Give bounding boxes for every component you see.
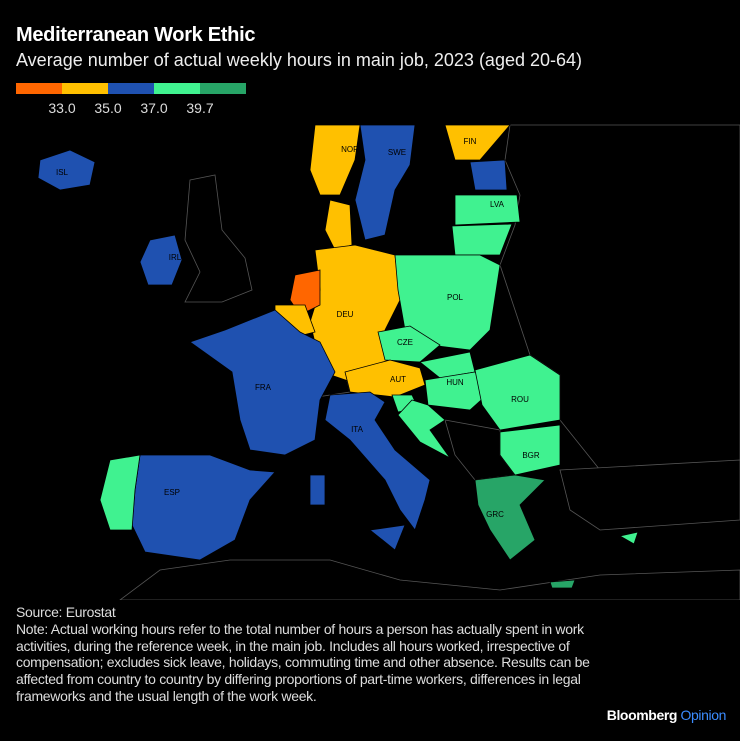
country-irl — [139, 234, 183, 286]
legend-tick: 35.0 — [94, 100, 122, 116]
color-legend — [16, 83, 246, 94]
country-pol — [394, 254, 501, 351]
country-esp — [131, 454, 276, 561]
country-label: ROU — [511, 395, 529, 404]
legend-swatch-4 — [200, 83, 246, 94]
note-text: Note: Actual working hours refer to the … — [16, 620, 590, 704]
country-label: GRC — [486, 510, 504, 519]
legend-swatch-1 — [62, 83, 108, 94]
country-rou — [474, 354, 561, 431]
country-label: NOR — [341, 145, 359, 154]
legend-swatch-2 — [108, 83, 154, 94]
country-hun — [424, 371, 491, 411]
country-prt — [99, 454, 141, 531]
country-nld — [289, 269, 321, 316]
legend-swatch-0 — [16, 83, 62, 94]
legend-tick: 39.7 — [186, 100, 214, 116]
brand-logo: Bloomberg Opinion — [606, 707, 727, 723]
country-fra — [189, 309, 336, 456]
country-cze — [377, 325, 441, 363]
country-label: HUN — [446, 378, 464, 387]
country-label: SWE — [388, 148, 406, 157]
country-nor — [309, 124, 361, 196]
country-label: FIN — [464, 137, 477, 146]
legend-tick: 37.0 — [140, 100, 168, 116]
country-label: DEU — [337, 310, 354, 319]
country-label: ESP — [164, 488, 180, 497]
country-swe — [354, 124, 416, 241]
country-ita — [369, 524, 406, 551]
country-fin — [444, 124, 511, 161]
country-cyp — [618, 531, 639, 545]
footer: Source: Eurostat Note: Actual working ho… — [16, 604, 596, 705]
country-label: BGR — [522, 451, 540, 460]
country-label: CZE — [397, 338, 413, 347]
country-ita — [309, 474, 326, 506]
country-lva — [454, 194, 521, 226]
country-label: ISL — [56, 168, 69, 177]
country-ita — [324, 391, 431, 531]
legend-tick: 33.0 — [48, 100, 76, 116]
land-gbr — [184, 174, 253, 303]
country-aut — [344, 359, 426, 398]
legend-swatch-3 — [154, 83, 200, 94]
source-text: Source: Eurostat — [16, 604, 116, 620]
land-east — [499, 124, 740, 481]
country-isl — [37, 149, 96, 191]
country-label: AUT — [390, 375, 406, 384]
chart-subtitle: Average number of actual weekly hours in… — [16, 50, 583, 70]
country-grc — [549, 579, 576, 589]
country-label: POL — [447, 293, 464, 302]
chart-title: Mediterranean Work Ethic — [16, 24, 256, 46]
country-hrv — [397, 399, 451, 459]
country-dnk — [324, 199, 353, 251]
country-grc — [474, 474, 546, 561]
country-bgr — [499, 424, 561, 476]
land-africa — [119, 559, 740, 600]
country-label: IRL — [169, 253, 182, 262]
country-ltu — [451, 223, 513, 256]
country-label: ITA — [351, 425, 364, 434]
country-label: LVA — [490, 200, 505, 209]
land-turkey — [559, 459, 740, 531]
country-est — [469, 159, 508, 191]
europe-map: NOR SWE FIN ISL IRL LVA POL DEU CZE AUT HUN ROU FRA I… — [37, 124, 740, 600]
country-label: FRA — [255, 383, 272, 392]
